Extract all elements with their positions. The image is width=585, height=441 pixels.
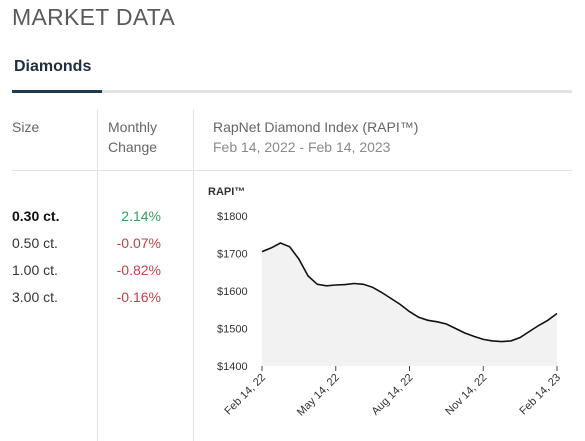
row-change: -0.16% <box>116 289 161 305</box>
index-date-range: Feb 14, 2022 - Feb 14, 2023 <box>213 139 391 155</box>
table-row[interactable]: 1.00 ct. -0.82% <box>0 262 193 288</box>
row-size: 0.30 ct. <box>12 208 60 224</box>
x-tick-label: May 14, 22 <box>295 372 342 419</box>
tab-track <box>12 90 572 93</box>
rapi-chart: RAPI™ $1800 $1700 $1600 $1500 $1400 Feb 14, 22… <box>200 178 585 441</box>
row-size: 1.00 ct. <box>12 262 58 278</box>
section-title: MARKET DATA <box>12 4 176 30</box>
tab-active-indicator <box>12 90 102 93</box>
row-size: 0.50 ct. <box>12 235 58 251</box>
tab-bar: Diamonds <box>12 58 572 94</box>
y-tick-label: $1500 <box>217 324 248 336</box>
x-tick-label: Feb 14, 23 <box>517 372 563 418</box>
x-tick-label: Nov 14, 22 <box>443 372 489 418</box>
y-tick-label: $1600 <box>217 286 248 298</box>
y-axis-label: RAPI™ <box>208 186 245 198</box>
y-tick-label: $1800 <box>217 211 248 223</box>
row-change: 2.14% <box>121 208 161 224</box>
column-header-size: Size <box>12 119 40 135</box>
table-row[interactable]: 0.30 ct. 2.14% <box>0 208 193 234</box>
x-tick-label: Feb 14, 22 <box>222 372 268 418</box>
header-divider <box>12 170 572 171</box>
index-area <box>262 243 557 366</box>
row-change: -0.82% <box>116 262 161 278</box>
row-change: -0.07% <box>116 235 161 251</box>
index-series-line <box>261 242 558 343</box>
column-divider-1 <box>97 110 98 441</box>
index-title: RapNet Diamond Index (RAPI™) <box>213 119 419 135</box>
x-tick-label: Aug 14, 22 <box>370 372 416 418</box>
table-row[interactable]: 0.50 ct. -0.07% <box>0 235 193 261</box>
table-row[interactable]: 3.00 ct. -0.16% <box>0 289 193 315</box>
tab-diamonds[interactable]: Diamonds <box>14 58 92 75</box>
y-tick-label: $1700 <box>217 249 248 261</box>
column-header-monthly-change: Monthly Change <box>108 119 158 155</box>
column-header-index: RapNet Diamond Index (RAPI™) Feb 14, 202… <box>213 117 418 157</box>
row-size: 3.00 ct. <box>12 289 58 305</box>
y-tick-label: $1400 <box>217 361 248 373</box>
column-divider-2 <box>193 110 194 441</box>
